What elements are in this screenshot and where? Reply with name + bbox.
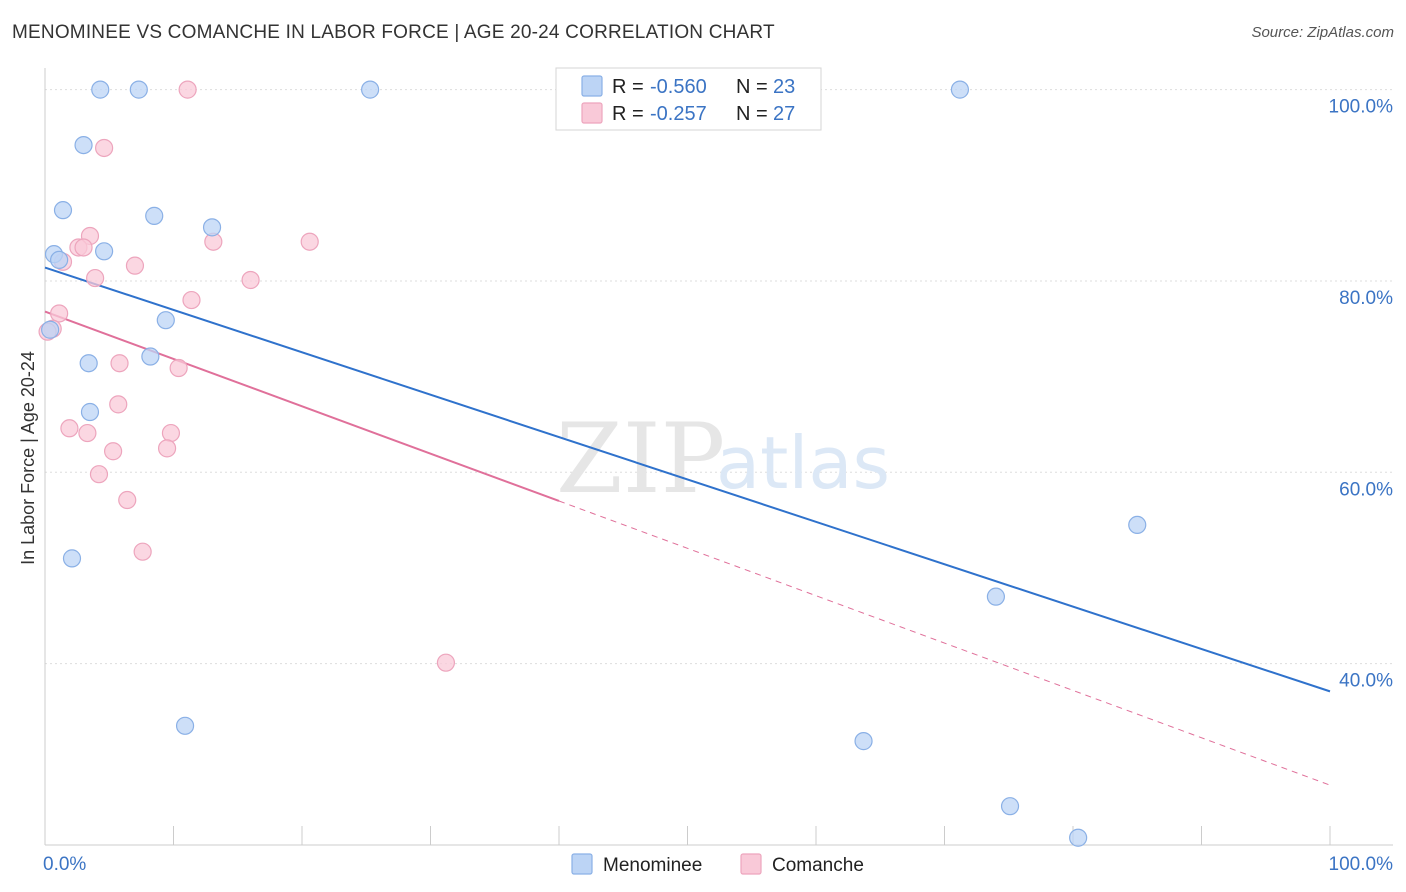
series-label-comanche: Comanche <box>772 855 864 876</box>
watermark: ZIP atlas <box>556 403 890 515</box>
legend-r-label-comanche: R = <box>612 103 644 125</box>
data-point-comanche <box>60 419 79 438</box>
data-point-comanche <box>89 465 109 484</box>
y-tick-label: 40.0% <box>1339 671 1393 692</box>
series-swatch-menominee <box>571 853 593 875</box>
chart-title: MENOMINEE VS COMANCHE IN LABOR FORCE | A… <box>12 22 775 43</box>
data-point-comanche <box>50 304 69 323</box>
legend-r-label-menominee: R = <box>612 76 644 98</box>
data-point-menominee <box>361 80 380 99</box>
trend-line-extension-comanche <box>558 500 1331 786</box>
data-point-comanche <box>104 442 123 461</box>
data-point-comanche <box>74 238 93 257</box>
data-point-comanche <box>182 290 201 310</box>
data-point-menominee <box>141 347 160 366</box>
data-point-menominee <box>62 549 82 568</box>
y-tick-label: 60.0% <box>1339 479 1393 500</box>
data-point-comanche <box>133 542 152 561</box>
legend-n-value-menominee: 23 <box>773 76 795 98</box>
x-tick-label-min: 0.0% <box>43 854 86 875</box>
data-point-comanche <box>241 270 260 290</box>
legend-n-value-comanche: 27 <box>773 103 795 125</box>
data-point-comanche <box>125 256 145 275</box>
legend-swatch-menominee <box>581 75 603 97</box>
data-point-menominee <box>156 311 175 330</box>
legend-n-label-menominee: N = <box>736 76 768 98</box>
points-layer <box>38 80 1147 847</box>
data-point-menominee <box>950 80 970 99</box>
y-tick-label: 100.0% <box>1329 97 1394 118</box>
data-point-comanche <box>118 490 137 510</box>
data-point-menominee <box>145 206 164 225</box>
series-swatch-comanche <box>740 853 762 875</box>
data-point-comanche <box>169 358 188 378</box>
y-tick-label: 80.0% <box>1339 288 1393 309</box>
data-point-comanche <box>86 268 105 288</box>
grid-layer <box>45 89 1393 665</box>
legend-r-value-menominee: -0.560 <box>650 76 707 98</box>
trend-line-menominee <box>44 266 1331 693</box>
legend-r-value-comanche: -0.257 <box>650 103 707 125</box>
data-point-menominee <box>986 587 1006 606</box>
legend-swatch-comanche <box>581 102 603 124</box>
data-point-comanche <box>300 232 319 251</box>
legend-n-label-comanche: N = <box>736 103 768 125</box>
data-point-menominee <box>1000 797 1020 816</box>
data-point-menominee <box>53 201 73 220</box>
watermark-zip: ZIP <box>556 403 725 515</box>
axis-layer: 40.0% 60.0% 80.0% 100.0% 0.0% 100.0% <box>43 68 1393 875</box>
y-axis-label: In Labor Force | Age 20-24 <box>18 351 38 565</box>
series-label-menominee: Menominee <box>603 855 702 876</box>
data-point-comanche <box>110 354 129 373</box>
data-point-comanche <box>95 138 114 158</box>
trend-layer <box>44 266 1331 786</box>
data-point-menominee <box>202 218 222 237</box>
data-point-menominee <box>50 250 69 269</box>
data-point-comanche <box>161 423 181 443</box>
data-point-menominee <box>129 80 148 99</box>
data-point-menominee <box>175 716 195 735</box>
data-point-comanche <box>78 423 97 443</box>
x-tick-label-max: 100.0% <box>1329 854 1394 875</box>
data-point-comanche <box>157 439 177 458</box>
data-point-menominee <box>80 402 100 422</box>
data-point-menominee <box>79 354 98 373</box>
data-point-menominee <box>1069 828 1088 847</box>
data-point-menominee <box>74 135 93 155</box>
data-point-comanche <box>178 80 197 99</box>
data-point-comanche <box>109 395 128 414</box>
watermark-atlas: atlas <box>716 421 890 505</box>
data-point-menominee <box>95 242 114 261</box>
data-point-menominee <box>91 80 110 99</box>
chart-source: Source: ZipAtlas.com <box>1251 24 1394 41</box>
data-point-comanche <box>436 653 456 672</box>
data-point-menominee <box>41 320 60 339</box>
stats-legend: R = -0.560 N = 23 R = -0.257 N = 27 <box>555 67 822 131</box>
series-legend: Menominee Comanche <box>571 853 864 876</box>
trend-line-comanche <box>44 310 560 502</box>
data-point-menominee <box>1128 515 1147 535</box>
data-point-menominee <box>854 732 873 751</box>
